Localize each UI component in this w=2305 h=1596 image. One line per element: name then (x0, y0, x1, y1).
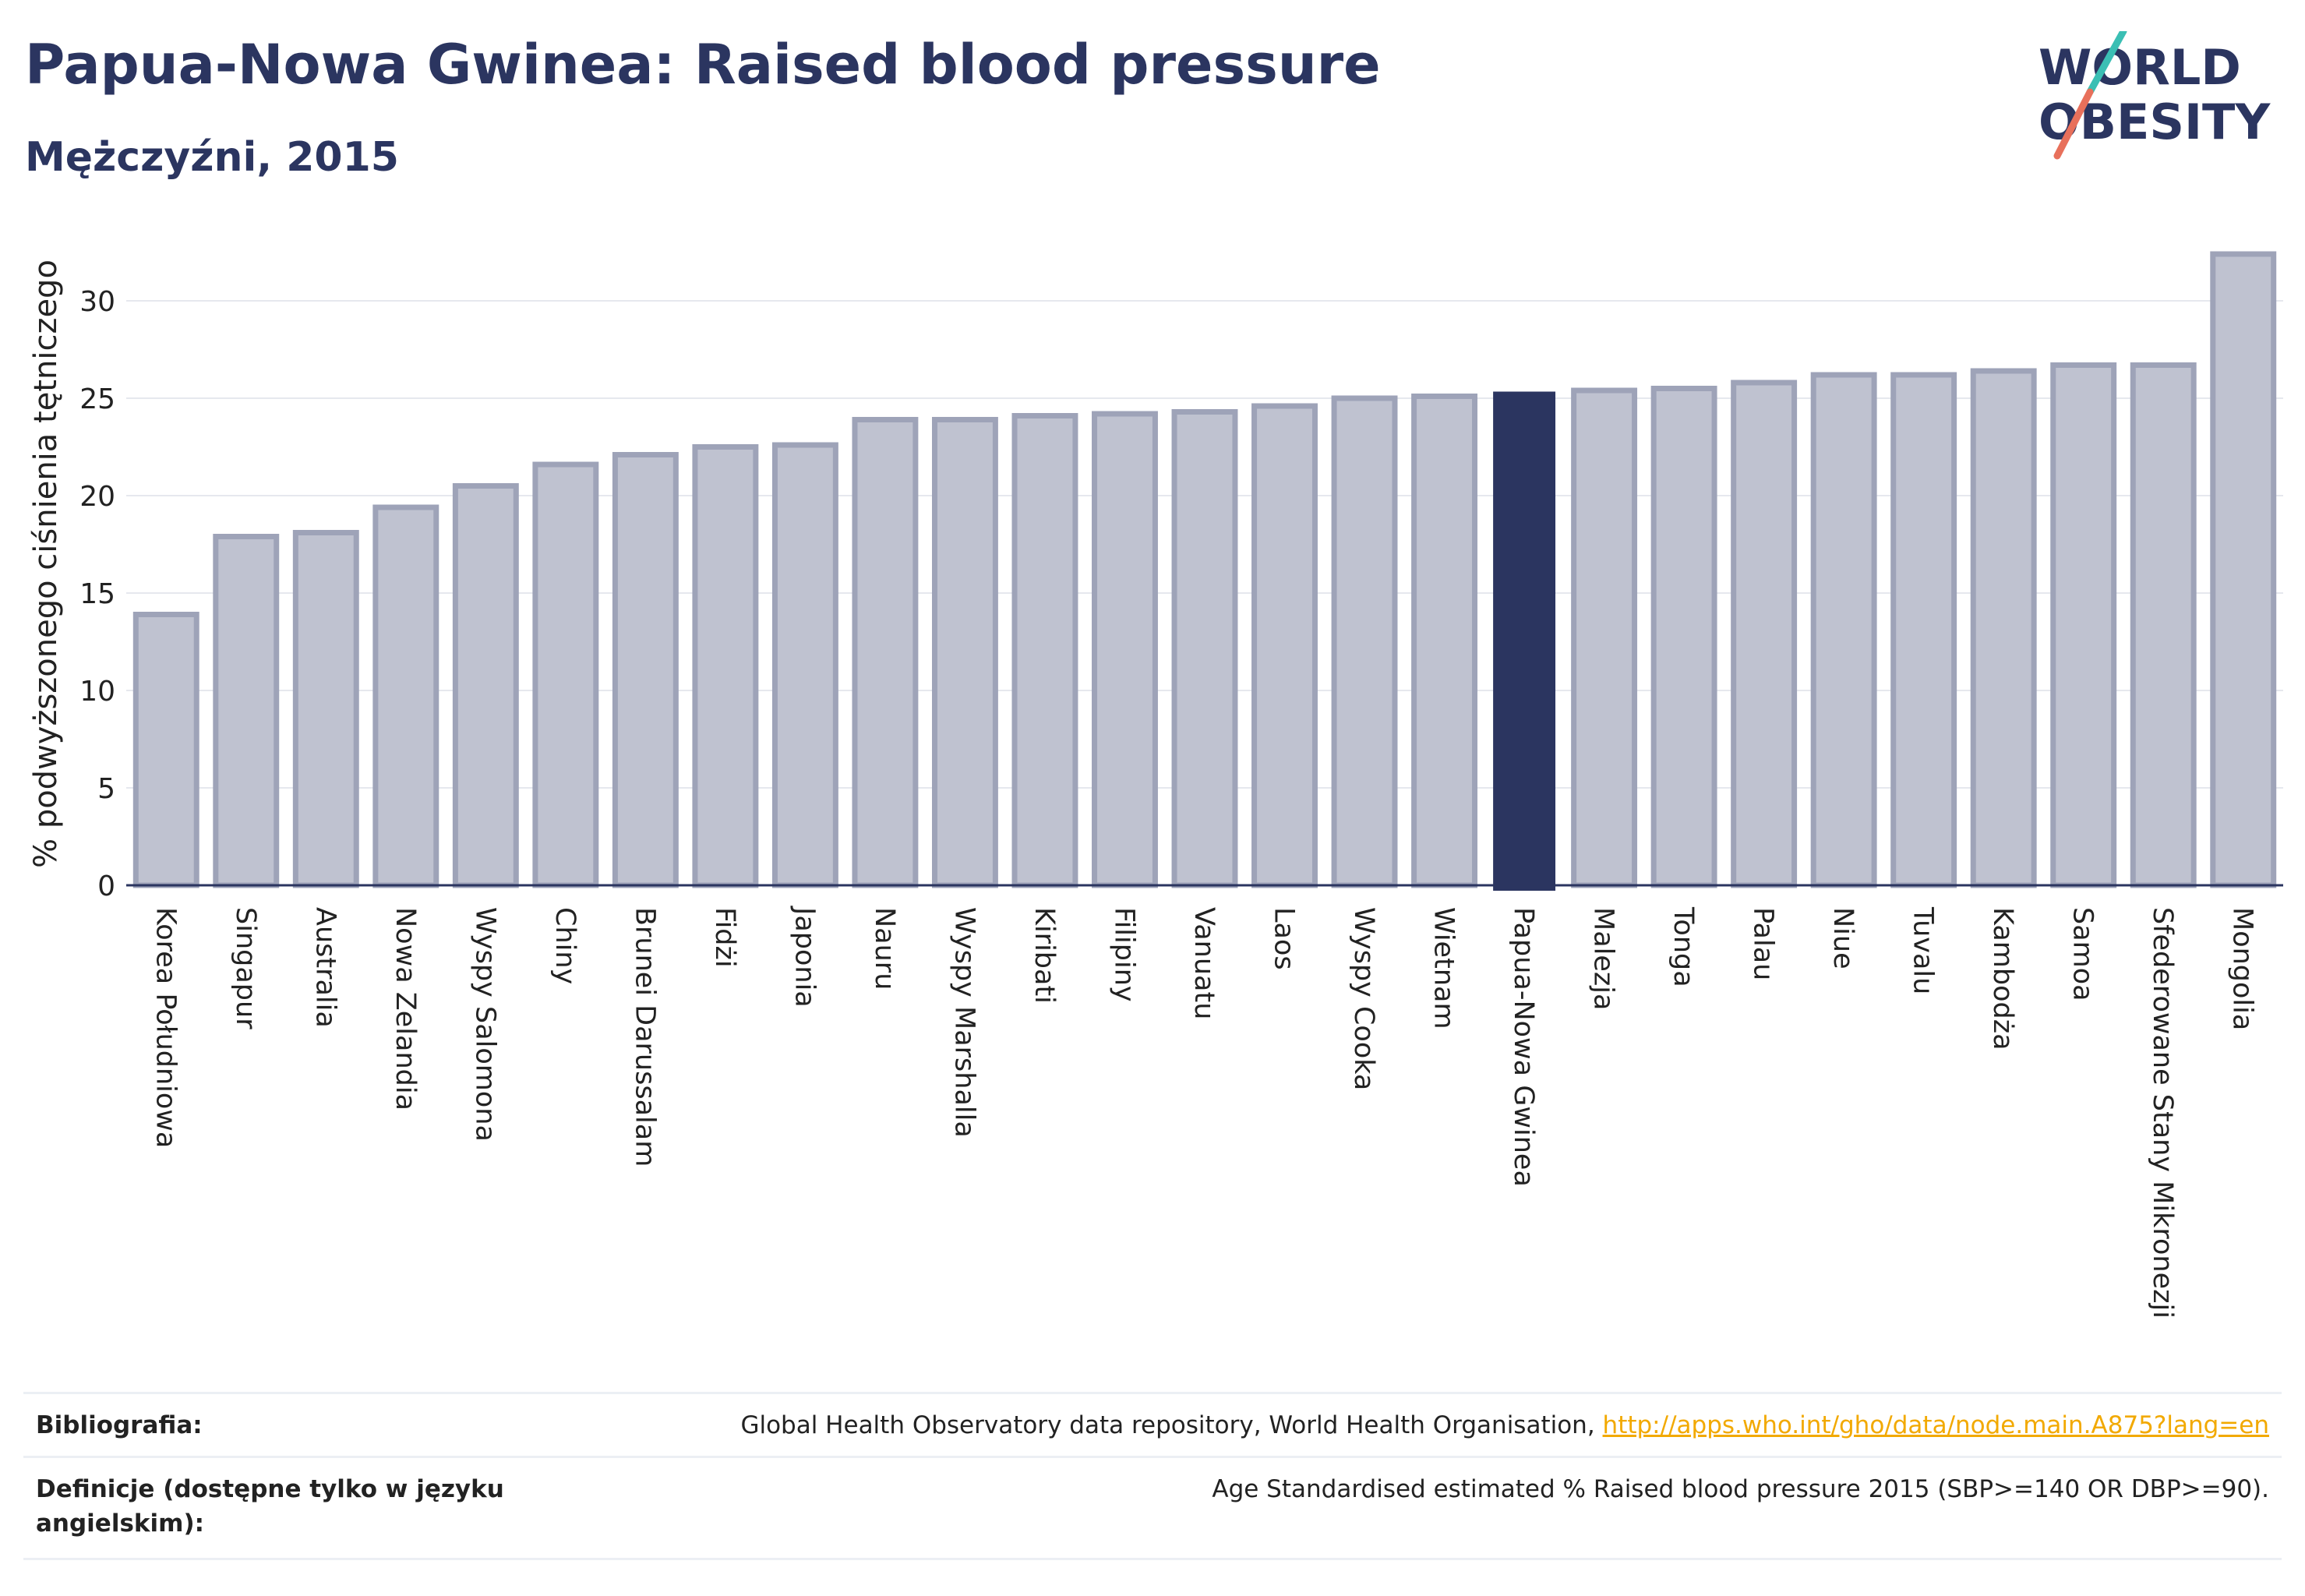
x-tick-label: Wyspy Cooka (1348, 907, 1379, 1090)
x-tick-label: Papua-Nowa Gwinea (1508, 907, 1539, 1187)
x-tick-label: Filipiny (1108, 907, 1139, 1002)
y-tick-label: 20 (79, 481, 115, 513)
x-tick-label: Kiribati (1029, 907, 1060, 1004)
bar-Malezja (1571, 387, 1638, 888)
bibliography-link[interactable]: http://apps.who.int/gho/data/node.main.A… (1602, 1411, 2269, 1439)
x-tick-label: Nowa Zelandia (390, 907, 421, 1110)
bibliography-text: Global Health Observatory data repositor… (740, 1411, 1603, 1439)
bar-Filipiny (1092, 411, 1158, 888)
bar-Kambodża (1970, 368, 2037, 888)
bibliography-label: Bibliografia: (36, 1411, 203, 1439)
x-tick-label: Wietnam (1428, 907, 1460, 1029)
bar-chart: 0 5 10 15 20 25 30 Korea Południowa Singapur Aus… (28, 251, 2283, 1319)
bar-Tuvalu (1890, 372, 1957, 888)
bar-Nowa Zelandia (372, 504, 439, 888)
bar-Palau (1731, 380, 1798, 888)
y-tick-label: 0 (97, 870, 115, 902)
x-tick-label: Tuvalu (1908, 906, 1939, 994)
x-tick-label: Kambodża (1987, 907, 2018, 1050)
bar-Vanuatu (1171, 409, 1238, 888)
bar-Mongolia (2210, 251, 2277, 888)
world-obesity-logo: WORLD OBESITY (2038, 31, 2271, 160)
chart-subtitle: Mężczyźni, 2015 (25, 134, 399, 181)
x-tick-label: Niue (1827, 907, 1858, 969)
y-tick-label: 25 (79, 383, 115, 415)
definition-value: Age Standardised estimated % Raised bloo… (1212, 1475, 2269, 1503)
bar-Samoa (2050, 362, 2117, 888)
x-tick-label: Japonia (789, 906, 820, 1008)
bar-Papua-Nowa Gwinea (1493, 391, 1556, 891)
y-tick-label: 5 (97, 773, 115, 805)
y-axis-ticks: 0 5 10 15 20 25 30 (79, 286, 115, 902)
x-tick-label: Chiny (549, 907, 581, 984)
svg-text:WORLD: WORLD (2038, 39, 2241, 96)
chart-title: Papua-Nowa Gwinea: Raised blood pressure (25, 33, 1381, 97)
x-tick-label: Singapur (230, 907, 261, 1029)
x-tick-label: Australia (309, 907, 341, 1028)
bar-Wyspy Marshalla (931, 417, 998, 888)
x-tick-label: Mongolia (2227, 907, 2258, 1030)
x-tick-label: Malezja (1588, 907, 1619, 1010)
bar-Wyspy Salomona (452, 483, 519, 888)
bar-Tonga (1650, 386, 1717, 888)
bibliography-value: Global Health Observatory data repositor… (740, 1408, 2269, 1442)
x-tick-label: Korea Południowa (150, 907, 181, 1148)
definition-row: Definicje (dostępne tylko w języku angie… (23, 1456, 2282, 1560)
bar-Australia (292, 530, 359, 888)
bar-Brunei Darussalam (612, 452, 679, 888)
bibliography-row: Bibliografia: Global Health Observatory … (23, 1392, 2282, 1458)
x-tick-label: Laos (1269, 907, 1300, 970)
y-tick-label: 30 (79, 286, 115, 318)
x-tick-label: Fidżi (709, 907, 740, 968)
x-tick-label: Samoa (2067, 907, 2099, 1001)
x-tick-label: Tonga (1668, 906, 1699, 987)
definition-label: Definicje (dostępne tylko w języku angie… (36, 1475, 504, 1538)
bar-Sfederowane Stany Mikronezji (2130, 362, 2197, 888)
x-tick-label: Vanuatu (1188, 907, 1220, 1019)
bar-Chiny (532, 461, 599, 888)
bars (132, 251, 2277, 891)
y-tick-label: 10 (79, 676, 115, 708)
bar-Nauru (852, 417, 919, 888)
y-axis-label: % podwyższonego ciśnienia tętniczego (28, 260, 64, 868)
bar-Wyspy Cooka (1331, 395, 1398, 888)
y-tick-label: 15 (79, 578, 115, 610)
bar-Niue (1810, 372, 1877, 888)
bar-Wietnam (1411, 394, 1478, 888)
bar-Kiribati (1011, 413, 1078, 888)
x-axis-ticks: Korea Południowa Singapur Australia Nowa Ze… (150, 906, 2257, 1319)
bar-Laos (1251, 403, 1318, 888)
bar-Fidżi (692, 444, 759, 888)
x-tick-label: Palau (1748, 907, 1779, 980)
bar-Japonia (771, 442, 838, 888)
bar-Singapur (213, 534, 280, 888)
x-tick-label: Nauru (869, 907, 900, 990)
x-tick-label: Wyspy Salomona (469, 907, 500, 1142)
x-tick-label: Wyspy Marshalla (948, 907, 980, 1138)
x-tick-label: Sfederowane Stany Mikronezji (2147, 907, 2178, 1319)
bar-Korea Południowa (132, 612, 199, 888)
x-tick-label: Brunei Darussalam (629, 907, 660, 1167)
